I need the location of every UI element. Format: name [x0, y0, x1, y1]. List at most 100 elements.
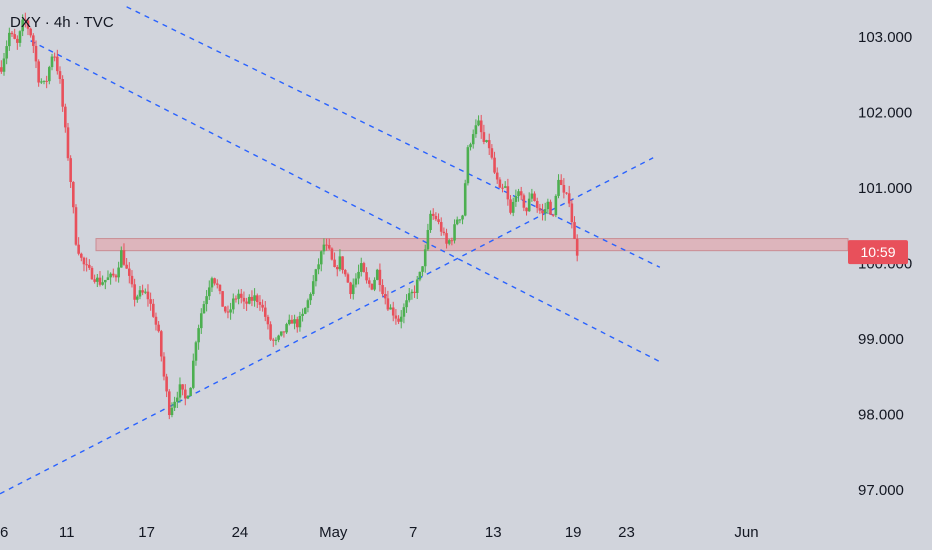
- candle-body: [378, 269, 382, 286]
- candle-body: [343, 270, 347, 275]
- candle-body: [562, 184, 566, 193]
- candle-body: [226, 311, 230, 313]
- candle-body: [218, 284, 222, 292]
- candle-body: [146, 291, 150, 300]
- candle-body: [373, 279, 376, 290]
- candle-body: [519, 191, 523, 196]
- candle-body: [253, 295, 256, 301]
- price-axis[interactable]: 103.000102.000101.000100.00099.00098.000…: [858, 29, 912, 499]
- candle-body: [471, 134, 475, 145]
- candle-body: [125, 264, 128, 269]
- candle-body: [365, 272, 368, 281]
- candle-body: [525, 207, 528, 212]
- candle-body: [303, 307, 307, 314]
- candle-body: [181, 384, 184, 390]
- candle-body: [186, 396, 190, 399]
- candle-body: [247, 296, 251, 304]
- candle-body: [141, 290, 144, 293]
- candle-body: [314, 269, 318, 282]
- candle-body: [178, 384, 182, 398]
- candle-body: [330, 248, 334, 260]
- candle-body: [341, 256, 344, 271]
- candle-body: [546, 201, 550, 210]
- candle-body: [383, 294, 387, 299]
- candle-body: [10, 32, 14, 35]
- candle-body: [423, 249, 427, 267]
- candle-body: [279, 331, 283, 336]
- trend-line-rising-support[interactable]: [0, 157, 654, 495]
- candle-body: [239, 293, 243, 298]
- candle-body: [447, 240, 451, 244]
- candle-body: [61, 79, 64, 107]
- support-zone-layer: [95, 238, 849, 252]
- candle-body: [64, 106, 67, 128]
- candle-body: [128, 268, 131, 276]
- candle-body: [255, 295, 259, 303]
- candle-body: [442, 231, 446, 234]
- candle-body: [2, 58, 6, 72]
- candle-body: [53, 56, 56, 58]
- candle-body: [466, 147, 470, 184]
- candle-body: [445, 233, 448, 244]
- candle-body: [311, 281, 315, 295]
- candle-body: [69, 158, 72, 182]
- candle-body: [322, 244, 326, 252]
- candles-layer: [0, 12, 579, 420]
- candle-body: [114, 275, 118, 278]
- candle-body: [359, 263, 363, 272]
- candle-body: [503, 186, 507, 188]
- trend-line-upper-resistance[interactable]: [126, 6, 661, 268]
- symbol-title[interactable]: DXY · 4h · TVC: [10, 14, 114, 31]
- candle-body: [493, 157, 496, 173]
- price-tick-label: 103.000: [858, 29, 912, 46]
- candle-body: [120, 250, 123, 268]
- candle-body: [421, 266, 424, 272]
- candle-body: [487, 140, 491, 149]
- candle-body: [191, 360, 195, 388]
- candle-body: [234, 298, 238, 300]
- candle-body: [405, 300, 408, 308]
- candle-body: [338, 256, 342, 270]
- candle-body: [538, 208, 542, 211]
- candle-body: [58, 71, 62, 80]
- candle-body: [570, 203, 574, 223]
- candle-body: [229, 309, 232, 313]
- time-axis[interactable]: 6 11 17 24 May 7 13 19 23 Jun: [0, 524, 759, 541]
- candle-body: [335, 266, 339, 270]
- candle-body: [506, 186, 510, 200]
- countdown-badge-bg: [848, 240, 908, 265]
- candle-body: [319, 251, 323, 265]
- candle-body: [74, 207, 78, 245]
- candle-body: [98, 277, 102, 285]
- candle-body: [399, 316, 403, 322]
- candle-body: [215, 283, 219, 285]
- candle-body: [455, 219, 459, 225]
- candle-body: [517, 191, 520, 197]
- candle-body: [413, 291, 416, 293]
- candle-body: [479, 120, 483, 133]
- candle-body: [42, 80, 46, 82]
- candle-body: [261, 304, 264, 308]
- support-zone[interactable]: [95, 238, 849, 252]
- candle-body: [32, 35, 35, 46]
- candle-body: [0, 67, 3, 72]
- candle-body: [282, 331, 286, 333]
- candle-body: [223, 306, 227, 312]
- candle-body: [112, 273, 115, 276]
- candle-body: [474, 125, 478, 135]
- trend-line-inner-resistance[interactable]: [30, 40, 661, 363]
- candle-body: [381, 285, 384, 295]
- candle-body: [50, 56, 54, 68]
- candle-body: [149, 299, 152, 304]
- price-tick-label: 102.000: [858, 105, 912, 122]
- candle-body: [210, 278, 214, 288]
- candle-body: [391, 307, 395, 316]
- candle-body: [199, 313, 203, 329]
- candle-body: [56, 56, 59, 72]
- candle-body: [298, 316, 302, 328]
- candle-body: [573, 222, 576, 239]
- candle-body: [389, 307, 392, 310]
- candle-body: [277, 335, 280, 340]
- candle-body: [495, 172, 499, 180]
